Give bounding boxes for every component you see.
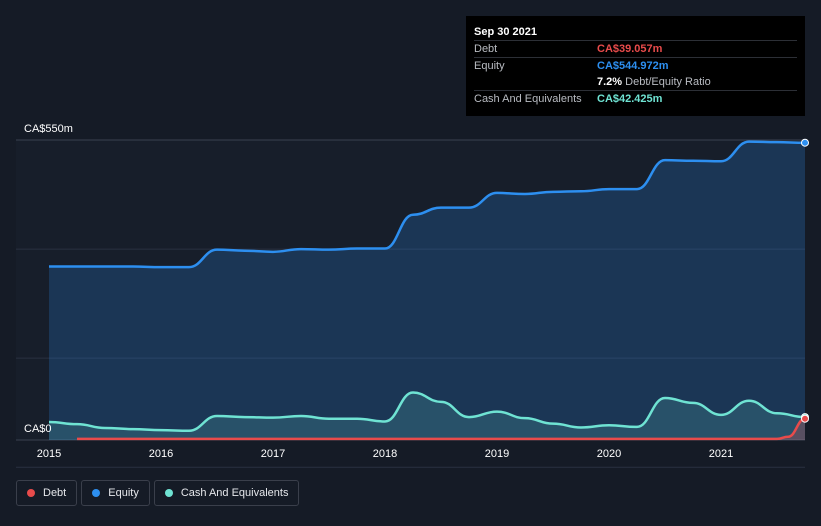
y-axis-bottom-label: CA$0 xyxy=(24,423,52,435)
line-equity xyxy=(49,140,806,269)
legend-label-cash: Cash And Equivalents xyxy=(180,487,289,499)
tooltip-panel: Sep 30 2021 Debt CA$39.057m Equity CA$54… xyxy=(466,16,805,116)
legend-label-debt: Debt xyxy=(43,487,67,499)
area-cash-and-equivalents xyxy=(49,392,805,440)
line-cash-and-equivalents xyxy=(48,391,806,432)
tooltip-ratio-number: 7.2% xyxy=(597,76,623,88)
tooltip-debt-value: CA$39.057m xyxy=(597,43,663,55)
series-markers xyxy=(801,138,809,423)
tooltip-ratio-suffix: Debt/Equity Ratio xyxy=(625,76,711,88)
tooltip-date: Sep 30 2021 xyxy=(474,26,537,38)
chart-legend: Debt Equity Cash And Equivalents xyxy=(16,480,300,506)
legend-item-equity[interactable]: Equity xyxy=(81,480,150,506)
tooltip-debt-label: Debt xyxy=(474,43,498,55)
legend-dot-debt xyxy=(27,489,35,497)
legend-item-cash[interactable]: Cash And Equivalents xyxy=(153,480,300,506)
x-tick-label: 2015 xyxy=(37,448,61,460)
tooltip-ratio-value: 7.2% Debt/Equity Ratio xyxy=(597,74,711,90)
tooltip-equity-value: CA$544.972m xyxy=(597,60,669,72)
tooltip-row-ratio: 7.2% Debt/Equity Ratio xyxy=(474,74,797,90)
legend-dot-cash xyxy=(164,489,173,497)
marker-debt xyxy=(801,414,809,423)
legend-item-debt[interactable]: Debt xyxy=(16,480,78,506)
x-tick-label: 2019 xyxy=(485,448,509,460)
x-tick-label: 2017 xyxy=(261,448,285,460)
plot-area-background xyxy=(16,140,805,440)
x-tick-label: 2020 xyxy=(597,448,621,460)
x-axis-ticks: 2015 2016 2017 2018 2019 2020 2021 xyxy=(37,448,733,460)
y-axis-top-label: CA$550m xyxy=(24,123,73,135)
series-areas xyxy=(49,141,805,441)
tooltip-row-debt: Debt CA$39.057m xyxy=(474,40,797,57)
area-equity xyxy=(49,141,805,441)
x-tick-label: 2018 xyxy=(373,448,397,460)
tooltip-cash-value: CA$42.425m xyxy=(597,93,663,105)
line-debt xyxy=(77,417,806,441)
tooltip-row-cash: Cash And Equivalents CA$42.425m xyxy=(474,90,797,107)
series-lines xyxy=(48,140,806,441)
legend-label-equity: Equity xyxy=(108,487,139,499)
legend-dot-equity xyxy=(92,489,101,497)
tooltip-cash-label: Cash And Equivalents xyxy=(474,93,582,105)
x-tick-label: 2021 xyxy=(709,448,733,460)
tooltip-equity-label: Equity xyxy=(474,60,505,72)
grid-lines xyxy=(16,139,805,468)
marker-equity xyxy=(801,138,809,147)
tooltip-row-equity: Equity CA$544.972m xyxy=(474,57,797,74)
x-tick-label: 2016 xyxy=(149,448,173,460)
